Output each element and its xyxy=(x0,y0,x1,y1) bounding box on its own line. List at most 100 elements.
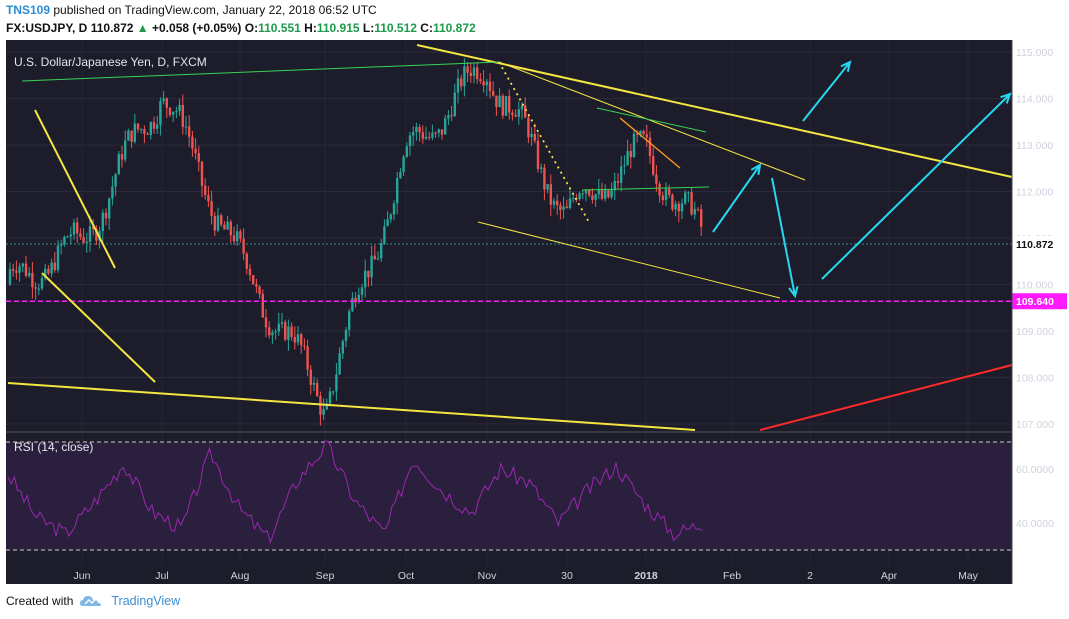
tradingview-brand-link[interactable]: TradingView xyxy=(111,594,181,608)
candle-body xyxy=(194,148,197,154)
candle-body xyxy=(223,224,226,230)
candle-body xyxy=(511,112,514,116)
candle-body xyxy=(485,81,488,86)
candle-body xyxy=(56,245,60,270)
trend-line xyxy=(41,272,156,383)
candle-body xyxy=(405,146,408,157)
projection-arrow xyxy=(821,93,1011,280)
candle-body xyxy=(50,262,53,274)
candle-body xyxy=(408,135,412,147)
trend-line xyxy=(477,221,781,299)
close-label: C: xyxy=(420,21,433,35)
candle-body xyxy=(584,190,588,194)
candle-body xyxy=(536,140,540,170)
candle-body xyxy=(607,190,610,198)
candle-body xyxy=(101,212,104,232)
candle-body xyxy=(527,117,530,138)
support-level-label: 109.640 xyxy=(1016,296,1054,308)
candle-body xyxy=(127,130,130,141)
candle-body xyxy=(357,294,360,303)
candle-body xyxy=(239,231,242,239)
candle-body xyxy=(316,382,319,396)
candle-body xyxy=(85,241,88,243)
candle-body xyxy=(124,140,127,160)
candle-body xyxy=(626,151,629,166)
candle-body xyxy=(31,272,34,288)
candle-body xyxy=(386,219,389,227)
candle-body xyxy=(434,132,437,134)
candle-body xyxy=(165,98,168,108)
candle-body xyxy=(578,193,581,200)
candle-body xyxy=(543,167,546,190)
candle-body xyxy=(44,268,47,278)
candle-body xyxy=(207,195,210,202)
candle-body xyxy=(600,190,604,199)
candle-body xyxy=(488,81,492,91)
candle-body xyxy=(623,165,626,167)
candle-body xyxy=(639,130,642,135)
candle-body xyxy=(130,130,133,142)
candle-body xyxy=(290,326,293,338)
candle-body xyxy=(690,192,693,215)
candle-body xyxy=(149,122,152,135)
candle-body xyxy=(300,334,303,346)
candle-body xyxy=(210,201,213,217)
candle-body xyxy=(72,222,76,235)
candle-body xyxy=(322,409,325,415)
candle-body xyxy=(658,183,661,196)
x-tick-label: Nov xyxy=(478,570,497,582)
candle-body xyxy=(700,209,703,227)
y-tick-label: 112.000 xyxy=(1016,187,1053,199)
candle-body xyxy=(248,268,252,276)
candle-body xyxy=(274,331,277,333)
x-tick-label: 30 xyxy=(561,570,573,582)
candle-body xyxy=(40,277,44,289)
candle-body xyxy=(159,101,162,125)
candle-body xyxy=(178,104,181,112)
candle-body xyxy=(277,323,280,332)
candle-body xyxy=(252,275,255,285)
candle-body xyxy=(88,226,92,242)
candle-body xyxy=(392,203,396,215)
candle-body xyxy=(236,231,239,242)
candle-body xyxy=(463,66,466,87)
candle-body xyxy=(140,129,143,131)
high-label: H: xyxy=(304,21,317,35)
candle-body xyxy=(501,95,504,116)
candle-body xyxy=(472,67,476,77)
footer: Created with TradingView xyxy=(6,594,180,608)
candle-body xyxy=(172,111,175,115)
candle-body xyxy=(591,195,594,200)
candle-body xyxy=(616,181,620,183)
candle-body xyxy=(117,154,120,175)
candle-body xyxy=(303,345,306,347)
candle-body xyxy=(565,206,568,209)
author-name[interactable]: TNS109 xyxy=(6,3,51,17)
candle-body xyxy=(456,78,460,93)
x-tick-label: Sep xyxy=(316,570,335,582)
trend-line xyxy=(34,109,116,269)
projection-arrow xyxy=(771,177,796,297)
candle-body xyxy=(476,67,479,80)
candle-body xyxy=(18,266,21,273)
candle-body xyxy=(450,115,453,117)
x-tick-label: Jul xyxy=(155,570,168,582)
candle-body xyxy=(492,90,495,96)
trend-line xyxy=(498,61,591,225)
candle-body xyxy=(674,203,677,210)
candle-body xyxy=(325,403,328,410)
candle-body xyxy=(530,133,533,138)
candle-body xyxy=(370,255,373,278)
candle-body xyxy=(440,129,444,135)
candle-body xyxy=(152,122,156,129)
candle-body xyxy=(309,369,312,385)
close-value: 110.872 xyxy=(432,21,476,35)
candle-body xyxy=(76,222,79,234)
candle-body xyxy=(562,206,565,210)
projection-arrowhead xyxy=(840,60,852,72)
candle-body xyxy=(332,391,335,393)
candle-body xyxy=(568,198,572,209)
x-tick-label: Jun xyxy=(74,570,91,582)
candle-body xyxy=(588,190,591,196)
